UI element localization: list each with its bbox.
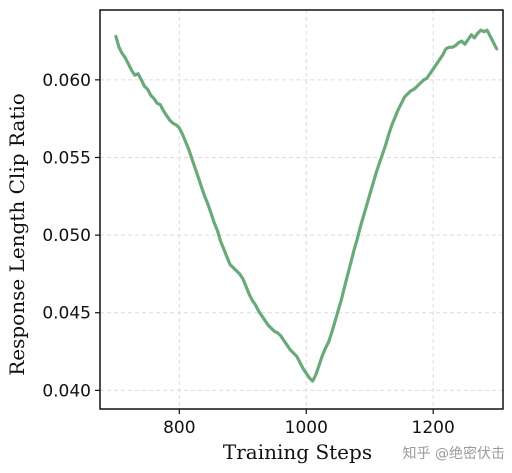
y-tick-label: 0.050 xyxy=(42,226,91,246)
x-axis-ticks: 800 1000 1200 xyxy=(163,409,455,438)
y-tick-label: 0.040 xyxy=(42,381,91,401)
grid xyxy=(100,10,503,409)
watermark: 知乎 @绝密伏击 xyxy=(403,445,505,462)
y-axis-title: Response Length Clip Ratio xyxy=(5,93,29,376)
x-axis-title: Training Steps xyxy=(223,440,372,464)
y-tick-label: 0.055 xyxy=(42,148,91,168)
series-layer xyxy=(114,28,499,383)
y-tick-label: 0.045 xyxy=(42,304,91,324)
y-axis-ticks: 0.040 0.045 0.050 0.055 0.060 xyxy=(42,71,100,401)
plot-frame xyxy=(99,9,504,410)
x-tick-label: 800 xyxy=(163,418,195,438)
x-tick-label: 1000 xyxy=(285,418,328,438)
y-tick-label: 0.060 xyxy=(42,71,91,91)
series-line xyxy=(114,28,499,383)
x-tick-label: 1200 xyxy=(412,418,455,438)
